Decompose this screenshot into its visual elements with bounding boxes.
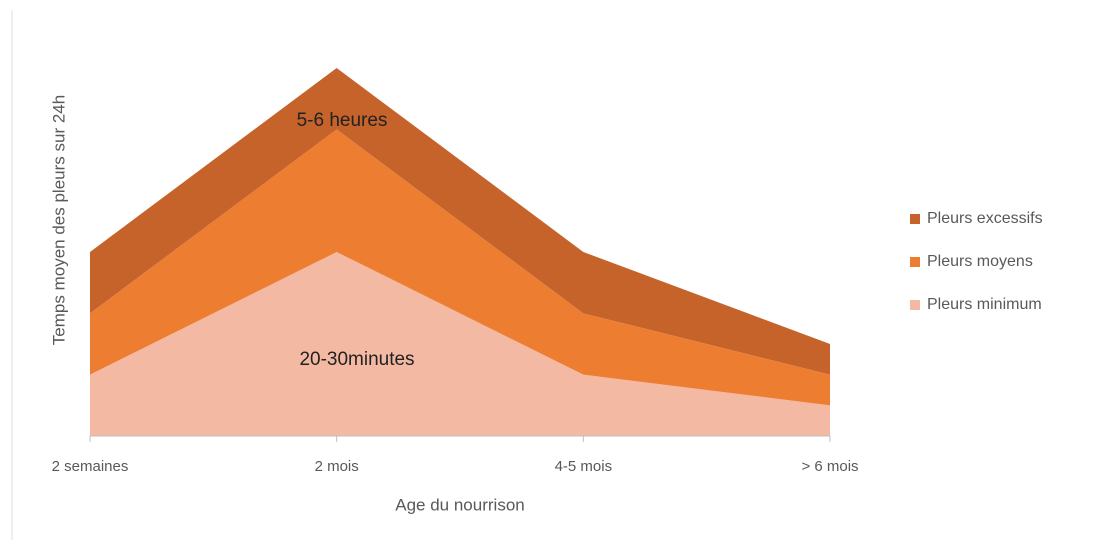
plot-area <box>90 68 830 436</box>
legend-swatch <box>910 257 920 267</box>
legend-label: Pleurs minimum <box>927 296 1042 313</box>
x-tick-label: 2 mois <box>315 458 359 475</box>
annotation: 5-6 heures <box>297 110 388 131</box>
legend-label: Pleurs moyens <box>927 253 1033 270</box>
legend-label: Pleurs excessifs <box>927 210 1043 227</box>
x-tick-label: 2 semaines <box>52 458 129 475</box>
area <box>90 252 830 436</box>
legend-swatch <box>910 300 920 310</box>
annotation: 20-30minutes <box>299 349 414 370</box>
area <box>90 129 830 406</box>
y-axis-title: Temps moyen des pleurs sur 24h <box>49 95 68 345</box>
x-tick-label: > 6 mois <box>801 458 858 475</box>
area <box>90 68 830 375</box>
x-axis-title: Age du nourrison <box>395 495 524 514</box>
legend-swatch <box>910 214 920 224</box>
x-tick-label: 4-5 mois <box>555 458 613 475</box>
